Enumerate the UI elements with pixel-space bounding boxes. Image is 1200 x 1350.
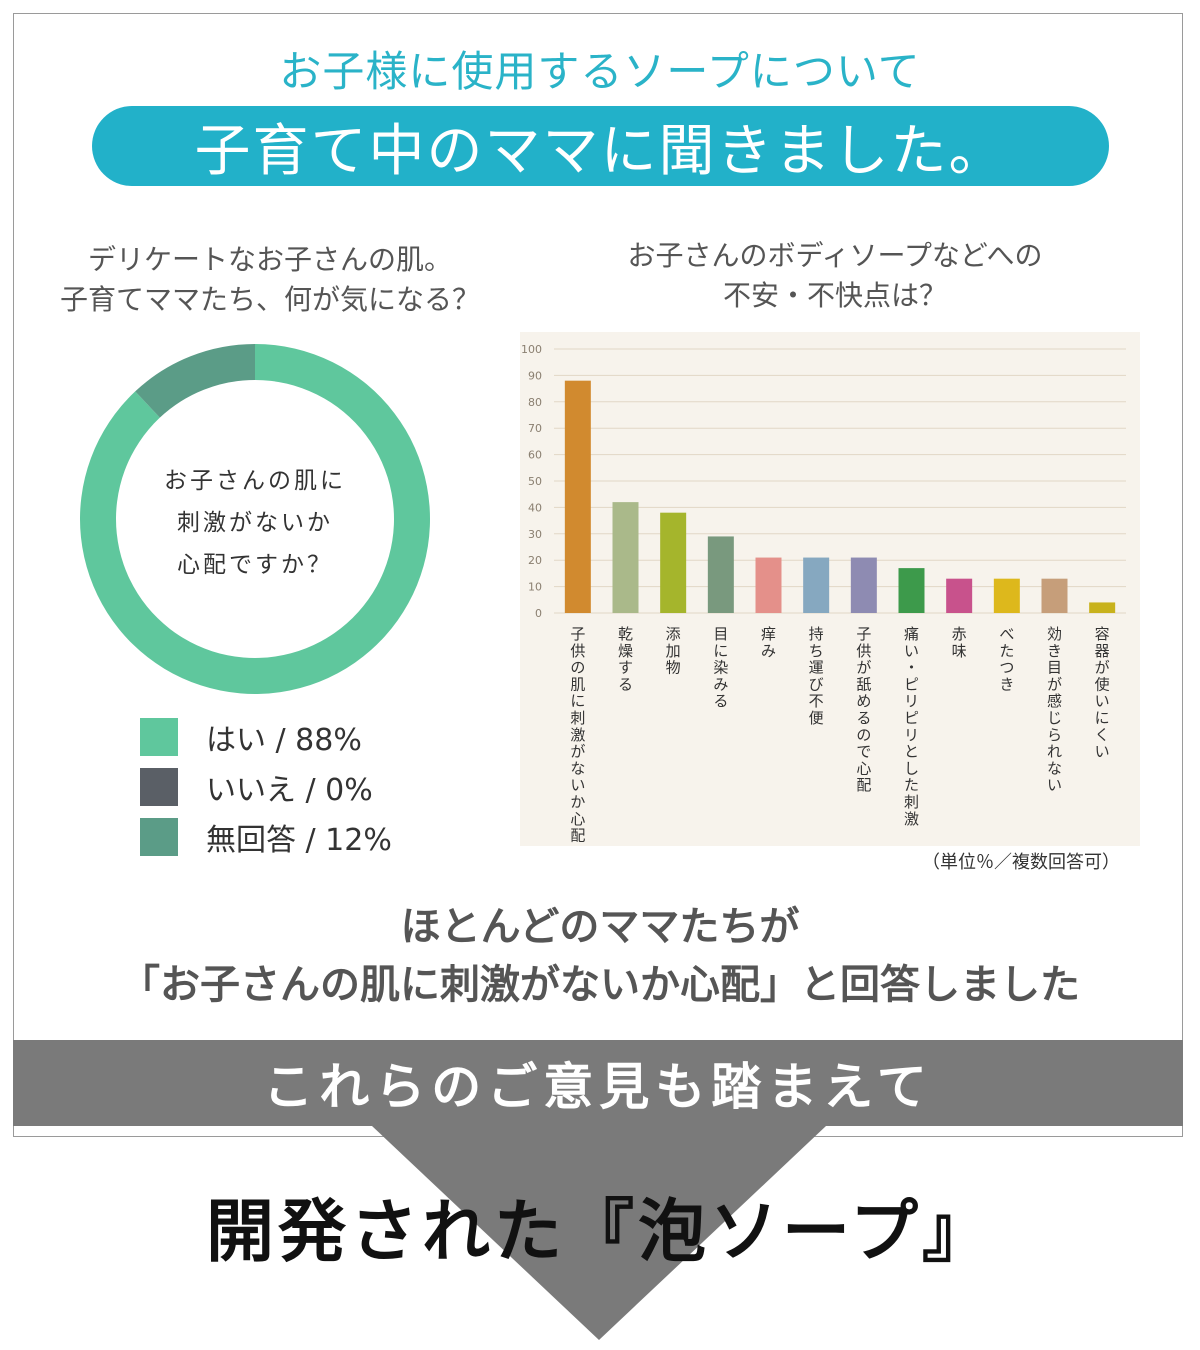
donut-question: デリケートなお子さんの肌。 子育てママたち、何が気になる？ [40, 240, 500, 320]
y-tick-label: 90 [528, 369, 542, 382]
bar-question: お子さんのボディソープなどへの 不安・不快点は？ [540, 236, 1130, 316]
legend-label-none: 無回答 / 12% [206, 823, 392, 858]
legend-swatch-yes [140, 718, 178, 756]
band-text: これらのご意見も踏まえて [263, 1058, 933, 1116]
conclusion-line1: ほとんどのママたちが [400, 904, 800, 950]
donut-slice-2 [135, 344, 255, 418]
x-category-label: 持ち運び不便 [809, 625, 824, 727]
x-category-label: 痒み [761, 625, 776, 660]
header-title: 子育て中のママに聞きました。 [194, 118, 1007, 184]
x-category-label: 容器が使いにくい [1095, 625, 1110, 761]
x-category-label: 目に染みる [713, 625, 728, 710]
legend-item-none: 無回答 / 12% [140, 817, 392, 858]
bar-10 [1041, 578, 1068, 613]
bar-9 [993, 578, 1020, 613]
y-tick-label: 40 [528, 501, 542, 514]
y-tick-label: 70 [528, 422, 542, 435]
donut-center-text: お子さんの肌に 刺激がないか 心配ですか？ [140, 460, 370, 586]
x-category-label: 子供の肌に刺激がないか心配 [570, 625, 585, 845]
header-subtitle: お子様に使用するソープについて [279, 47, 921, 96]
x-category-label: 子供が舐めるので心配 [856, 625, 871, 794]
y-tick-label: 60 [528, 449, 542, 462]
donut-center-line2: 刺激がないか [177, 510, 333, 536]
legend-item-no: いいえ / 0% [140, 767, 373, 808]
bar-7 [898, 568, 925, 613]
y-tick-label: 50 [528, 475, 542, 488]
x-category-label: 乾燥する [618, 625, 633, 693]
bar-8 [946, 578, 973, 613]
x-category-label: 赤味 [952, 625, 967, 660]
bar-11 [1089, 602, 1116, 613]
y-tick-label: 20 [528, 554, 542, 567]
x-category-label: 痛い・ピリピリとした刺激 [904, 625, 919, 828]
y-tick-label: 30 [528, 528, 542, 541]
bar-3 [707, 536, 734, 613]
y-tick-label: 80 [528, 396, 542, 409]
unit-note: （単位％／複数回答可） [922, 852, 1120, 873]
x-category-label: 添加物 [666, 625, 681, 677]
donut-center-line1: お子さんの肌に [164, 468, 346, 494]
bar-6 [850, 557, 877, 613]
y-tick-label: 0 [535, 607, 542, 620]
x-category-label: 効き目が感じられない [1047, 625, 1062, 794]
legend-label-no: いいえ / 0% [206, 773, 373, 808]
bar-0 [564, 380, 591, 613]
legend-swatch-none [140, 818, 178, 856]
y-tick-label: 100 [521, 343, 542, 356]
donut-center-line3: 心配ですか？ [177, 552, 333, 578]
final-text: 開発された『泡ソープ』 [206, 1193, 994, 1272]
y-tick-label: 10 [528, 581, 542, 594]
legend-label-yes: はい / 88% [206, 723, 362, 758]
donut-question-line2: 子育てママたち、何が気になる？ [59, 283, 480, 316]
gray-band: これらのご意見も踏まえて [13, 1040, 1183, 1126]
bar-2 [660, 512, 687, 613]
donut-question-line1: デリケートなお子さんの肌。 [87, 243, 452, 276]
donut-chart [79, 344, 430, 694]
bar-chart: 0 10 20 30 40 50 60 70 80 90 100 子供の肌に刺激がないか心配 乾燥する 添… [520, 332, 1140, 846]
x-category-label: べたつき [999, 625, 1014, 693]
bar-1 [612, 502, 639, 613]
legend-item-yes: はい / 88% [140, 717, 362, 758]
header-banner: 子育て中のママに聞きました。 [92, 106, 1109, 186]
conclusion: ほとんどのママたちが 「お子さんの肌に刺激がないか心配」と回答しました [0, 898, 1200, 1014]
bar-question-line2: 不安・不快点は？ [722, 279, 947, 312]
legend-swatch-no [140, 768, 178, 806]
conclusion-line2: 「お子さんの肌に刺激がないか心配」と回答しました [120, 962, 1080, 1008]
bar-5 [803, 557, 830, 613]
bar-4 [755, 557, 782, 613]
bar-question-line1: お子さんのボディソープなどへの [627, 239, 1043, 272]
